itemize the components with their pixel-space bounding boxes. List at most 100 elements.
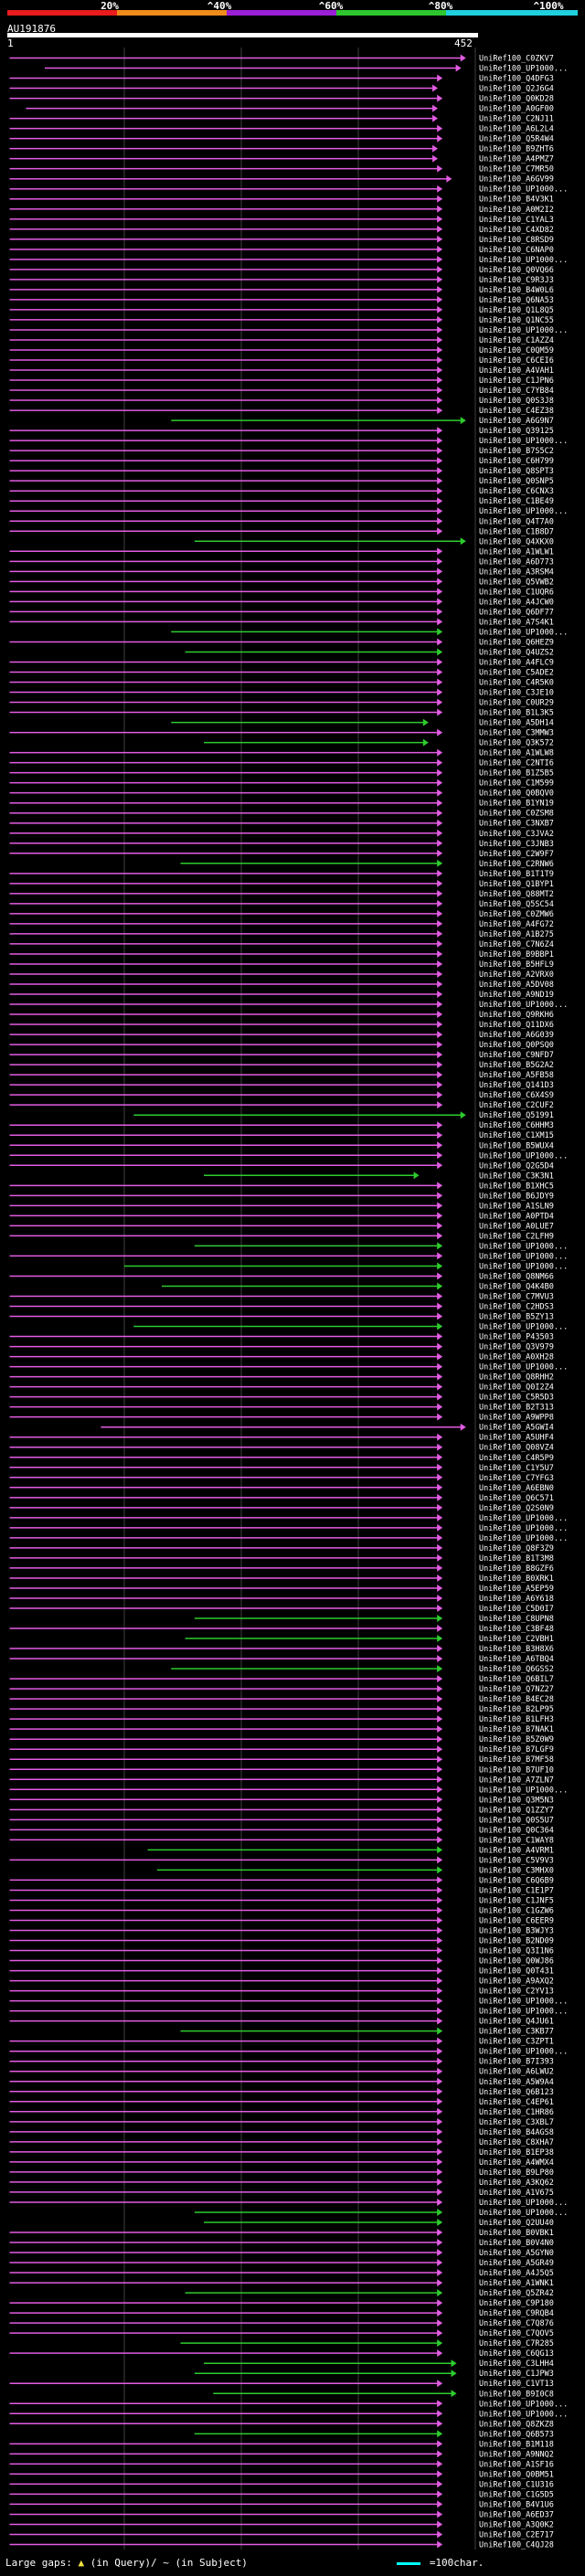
hit-label-link[interactable]: UniRef100_Q5VWB2 [479,578,554,587]
hit-label-link[interactable]: UniRef100_A3KQ62 [479,2178,554,2188]
hit-label-link[interactable]: UniRef100_Q0S3J8 [479,397,554,406]
hit-row[interactable]: UniRef100_C1HR86 [9,2107,554,2117]
hit-row[interactable]: UniRef100_A9AXQ2 [9,1977,554,1987]
hit-label-link[interactable]: UniRef100_Q2J6G4 [479,85,554,94]
hit-label-link[interactable]: UniRef100_B9LP80 [479,2168,554,2178]
hit-row[interactable]: UniRef100_B1LFH3 [9,1715,554,1724]
hit-row[interactable]: UniRef100_C3JNB3 [9,839,554,849]
hit-label-link[interactable]: UniRef100_Q6NA53 [479,296,554,305]
hit-label-link[interactable]: UniRef100_C8XHA7 [479,2138,554,2147]
hit-row[interactable]: UniRef100_A0LUE7 [9,1222,554,1231]
hit-row[interactable]: UniRef100_C2VBH1 [185,1635,554,1644]
hit-row[interactable]: UniRef100_C3K3N1 [204,1171,554,1181]
hit-label-link[interactable]: UniRef100_C2LFH9 [479,1232,554,1241]
hit-row[interactable]: UniRef100_C9R3J3 [9,275,554,285]
hit-label-link[interactable]: UniRef100_C1YAL3 [479,216,554,225]
hit-row[interactable]: UniRef100_C1VT13 [9,2380,554,2389]
hit-label-link[interactable]: UniRef100_A9ND19 [479,991,554,1000]
hit-label-link[interactable]: UniRef100_UP1000... [479,256,568,265]
hit-row[interactable]: UniRef100_Q0KD28 [9,94,554,104]
hit-row[interactable]: UniRef100_C2LFH9 [9,1232,554,1241]
hit-row[interactable]: UniRef100_A0GF00 [26,104,554,114]
hit-row[interactable]: UniRef100_Q6GSS2 [171,1665,554,1674]
hit-row[interactable]: UniRef100_B0V4N0 [9,2239,554,2248]
hit-row[interactable]: UniRef100_C2NTI6 [9,758,554,769]
hit-row[interactable]: UniRef100_C7Q876 [9,2319,554,2328]
hit-label-link[interactable]: UniRef100_C7MVU3 [479,1292,554,1301]
hit-row[interactable]: UniRef100_A1WLW8 [9,748,554,758]
hit-row[interactable]: UniRef100_A6D773 [9,557,554,567]
hit-row[interactable]: UniRef100_A6G9N7 [171,417,554,426]
hit-row[interactable]: UniRef100_C2RNW6 [180,859,554,869]
hit-label-link[interactable]: UniRef100_C4QJ28 [479,2540,554,2549]
hit-label-link[interactable]: UniRef100_Q8ZKZ8 [479,2420,554,2429]
hit-label-link[interactable]: UniRef100_UP1000... [479,1363,568,1373]
hit-label-link[interactable]: UniRef100_B5ZY13 [479,1313,554,1322]
hit-row[interactable]: UniRef100_C6X4S9 [9,1091,554,1100]
hit-label-link[interactable]: UniRef100_C3JVA2 [479,830,554,839]
hit-label-link[interactable]: UniRef100_Q5SC54 [479,900,554,909]
hit-row[interactable]: UniRef100_A4FLC9 [9,658,554,667]
hit-row[interactable]: UniRef100_Q0S3J8 [9,397,554,406]
hit-label-link[interactable]: UniRef100_C2W9F7 [479,850,554,859]
hit-label-link[interactable]: UniRef100_C7MR50 [479,165,554,175]
hit-row[interactable]: UniRef100_Q6B573 [194,2430,554,2439]
hit-row[interactable]: UniRef100_Q6DF77 [9,608,554,617]
hit-row[interactable]: UniRef100_UP1000... [9,185,569,195]
hit-row[interactable]: UniRef100_C3JE10 [9,688,554,698]
hit-label-link[interactable]: UniRef100_A4JCW0 [479,598,554,607]
hit-label-link[interactable]: UniRef100_C7Q876 [479,2319,554,2328]
hit-row[interactable]: UniRef100_UP1000... [9,1362,569,1373]
hit-row[interactable]: UniRef100_Q5SC54 [9,899,554,909]
hit-label-link[interactable]: UniRef100_C3ZPT1 [479,2038,554,2047]
hit-row[interactable]: UniRef100_B4V3K1 [9,195,554,205]
hit-row[interactable]: UniRef100_A1WLW1 [9,547,554,557]
hit-label-link[interactable]: UniRef100_C3JE10 [479,689,554,698]
hit-row[interactable]: UniRef100_UP1000... [194,2208,568,2218]
hit-label-link[interactable]: UniRef100_B4W0L6 [479,286,554,295]
hit-label-link[interactable]: UniRef100_C1JPN6 [479,376,554,386]
hit-label-link[interactable]: UniRef100_C3NXB7 [479,820,554,829]
hit-label-link[interactable]: UniRef100_A0GF00 [479,105,554,114]
hit-label-link[interactable]: UniRef100_A6G9N7 [479,417,554,426]
hit-label-link[interactable]: UniRef100_B5HFL9 [479,960,554,970]
hit-row[interactable]: UniRef100_A4PMZ7 [9,154,554,164]
hit-label-link[interactable]: UniRef100_A5EP59 [479,1585,554,1594]
hit-label-link[interactable]: UniRef100_C6CNX3 [479,487,554,496]
hit-row[interactable]: UniRef100_UP1000... [9,1001,569,1010]
hit-row[interactable]: UniRef100_Q3K572 [204,738,554,748]
hit-row[interactable]: UniRef100_C1JPW3 [194,2369,554,2379]
hit-row[interactable]: UniRef100_C0UR29 [9,698,554,708]
hit-row[interactable]: UniRef100_Q0C364 [9,1826,554,1835]
hit-row[interactable]: UniRef100_Q1NC55 [9,315,554,325]
hit-label-link[interactable]: UniRef100_A0LUE7 [479,1222,554,1231]
hit-label-link[interactable]: UniRef100_A0M2I2 [479,206,554,215]
hit-label-link[interactable]: UniRef100_C3MMW3 [479,729,554,738]
hit-row[interactable]: UniRef100_B7S5C2 [9,447,554,456]
hit-label-link[interactable]: UniRef100_B1Z5B5 [479,769,554,779]
hit-label-link[interactable]: UniRef100_B2ND09 [479,1937,554,1946]
hit-row[interactable]: UniRef100_Q4DFG3 [9,74,554,84]
hit-label-link[interactable]: UniRef100_C3K3N1 [479,1171,554,1181]
hit-row[interactable]: UniRef100_A5UHF4 [9,1433,554,1443]
hit-row[interactable]: UniRef100_Q2S0N9 [9,1503,554,1513]
hit-row[interactable]: UniRef100_A6ED37 [9,2510,554,2519]
hit-label-link[interactable]: UniRef100_C1UQR6 [479,588,554,597]
hit-label-link[interactable]: UniRef100_B1M118 [479,2440,554,2449]
hit-label-link[interactable]: UniRef100_Q88MT2 [479,890,554,899]
hit-row[interactable]: UniRef100_C4QJ28 [9,2540,554,2549]
hit-label-link[interactable]: UniRef100_A5GYN0 [479,2249,554,2258]
hit-label-link[interactable]: UniRef100_A4PMZ7 [479,155,554,164]
hit-row[interactable]: UniRef100_A1WNK1 [9,2279,554,2288]
hit-row[interactable]: UniRef100_Q8NM66 [9,1272,554,1281]
hit-row[interactable]: UniRef100_C2YV13 [9,1987,554,1997]
hit-label-link[interactable]: UniRef100_Q8F3Z9 [479,1544,554,1553]
hit-row[interactable]: UniRef100_A1SLN9 [9,1202,554,1211]
hit-row[interactable]: UniRef100_C1XM15 [9,1131,554,1140]
hit-label-link[interactable]: UniRef100_B1YN19 [479,800,554,809]
hit-label-link[interactable]: UniRef100_UP1000... [479,326,568,335]
hit-label-link[interactable]: UniRef100_C5R5D3 [479,1394,554,1403]
hit-label-link[interactable]: UniRef100_A5DH14 [479,719,554,728]
hit-label-link[interactable]: UniRef100_C2NTI6 [479,759,554,769]
hit-row[interactable]: UniRef100_B8GZF6 [9,1564,554,1574]
